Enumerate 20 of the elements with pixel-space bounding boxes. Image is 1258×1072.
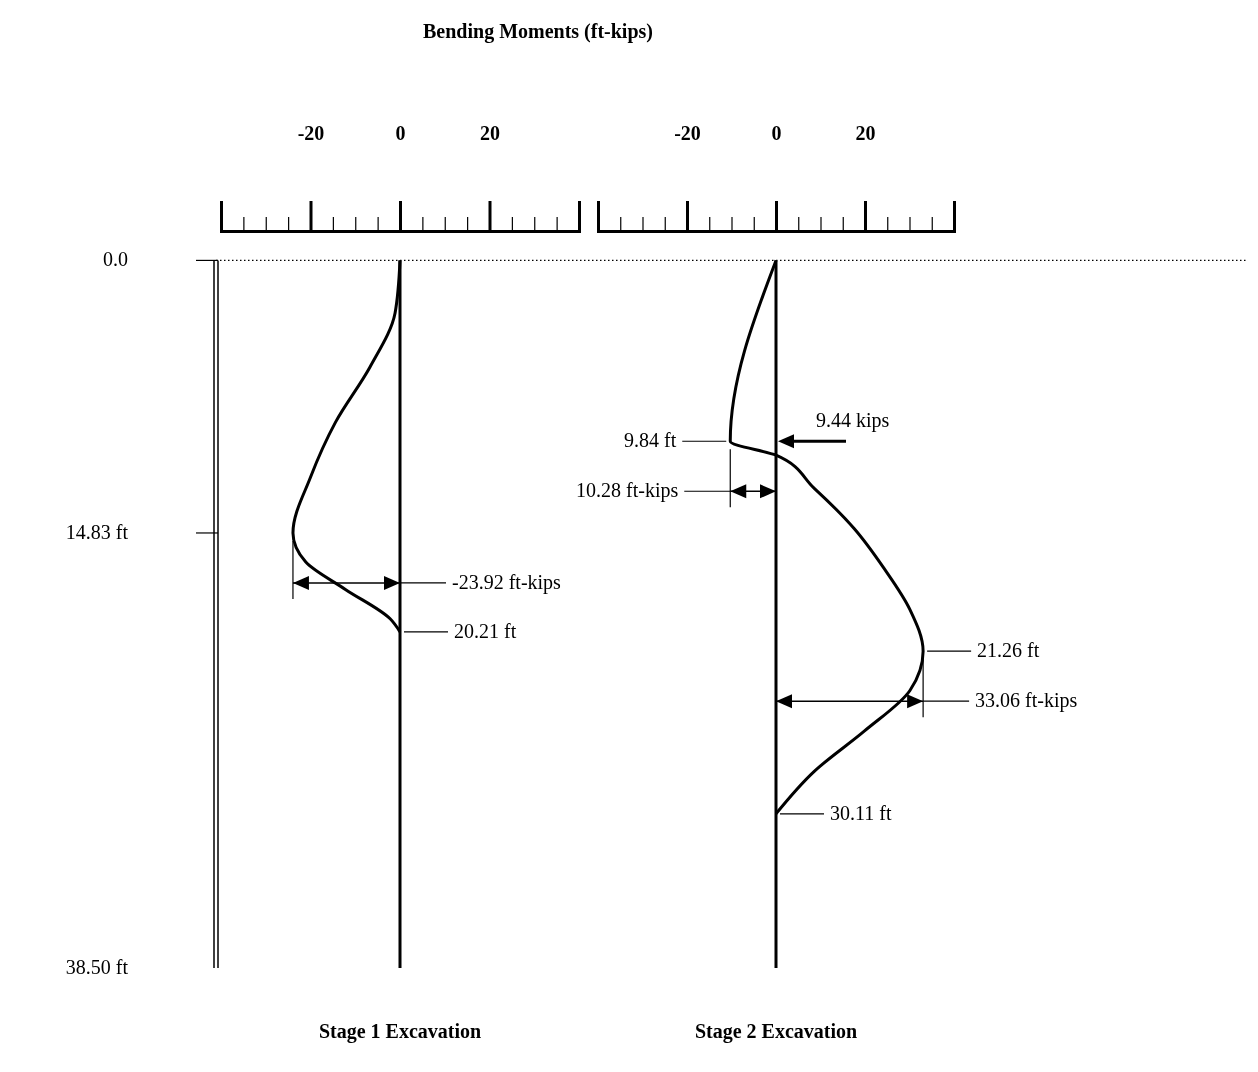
y-tick-label: 14.83 ft xyxy=(65,520,129,543)
x-tick-label: 20 xyxy=(855,122,876,144)
x-tick-label: 20 xyxy=(480,122,500,144)
y-tick-label: 38.50 ft xyxy=(65,956,129,978)
x-tick-label: -20 xyxy=(297,122,325,144)
annotation: 20.21 ft xyxy=(454,619,517,642)
x-axis-title: Stage 2 Excavation xyxy=(694,1020,858,1043)
annotation: 9.84 ft xyxy=(624,429,677,452)
annotation: 30.11 ft xyxy=(830,801,892,824)
x-tick-label: 0 xyxy=(395,122,406,144)
y-tick-label: 0.0 xyxy=(103,248,128,271)
annotation: -23.92 ft-kips xyxy=(452,570,562,594)
text: 33.06 ft-kips xyxy=(975,689,1078,713)
x-axis-title: Stage 1 Excavation xyxy=(318,1020,482,1043)
annotation: 21.26 ft xyxy=(977,639,1040,662)
x-tick-label: -20 xyxy=(674,122,701,144)
chart-title: Bending Moments (ft-kips) xyxy=(422,20,654,43)
x-tick-label: 0 xyxy=(771,122,782,144)
annotation: 10.28 ft-kips xyxy=(576,479,679,503)
annotation: 9.44 kips xyxy=(816,409,890,433)
